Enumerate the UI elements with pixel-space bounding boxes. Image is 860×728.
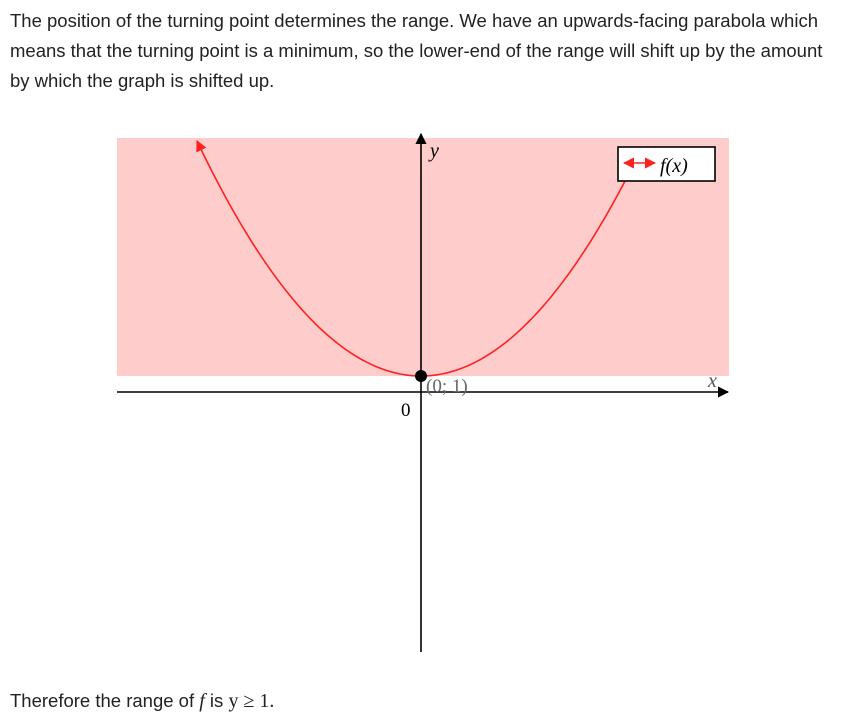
- range-graph: (0; 1) 0 y x f(x): [117, 132, 730, 652]
- turning-point-marker: [415, 370, 427, 382]
- intro-paragraph: The position of the turning point determ…: [10, 10, 823, 91]
- conclusion-middle: is: [204, 690, 229, 711]
- chart-legend: f(x): [617, 146, 716, 182]
- conclusion-prefix: Therefore the range of: [10, 690, 195, 711]
- conclusion-sentence: Therefore the range of f is y ≥ 1.: [10, 690, 274, 713]
- x-axis-label: x: [707, 370, 717, 392]
- origin-label: 0: [401, 400, 411, 421]
- function-symbol: f: [199, 690, 205, 712]
- legend-label: f(x): [660, 155, 688, 177]
- y-axis-label: y: [428, 140, 439, 162]
- range-expression: y ≥ 1.: [228, 690, 275, 712]
- turning-point-label: (0; 1): [426, 376, 468, 397]
